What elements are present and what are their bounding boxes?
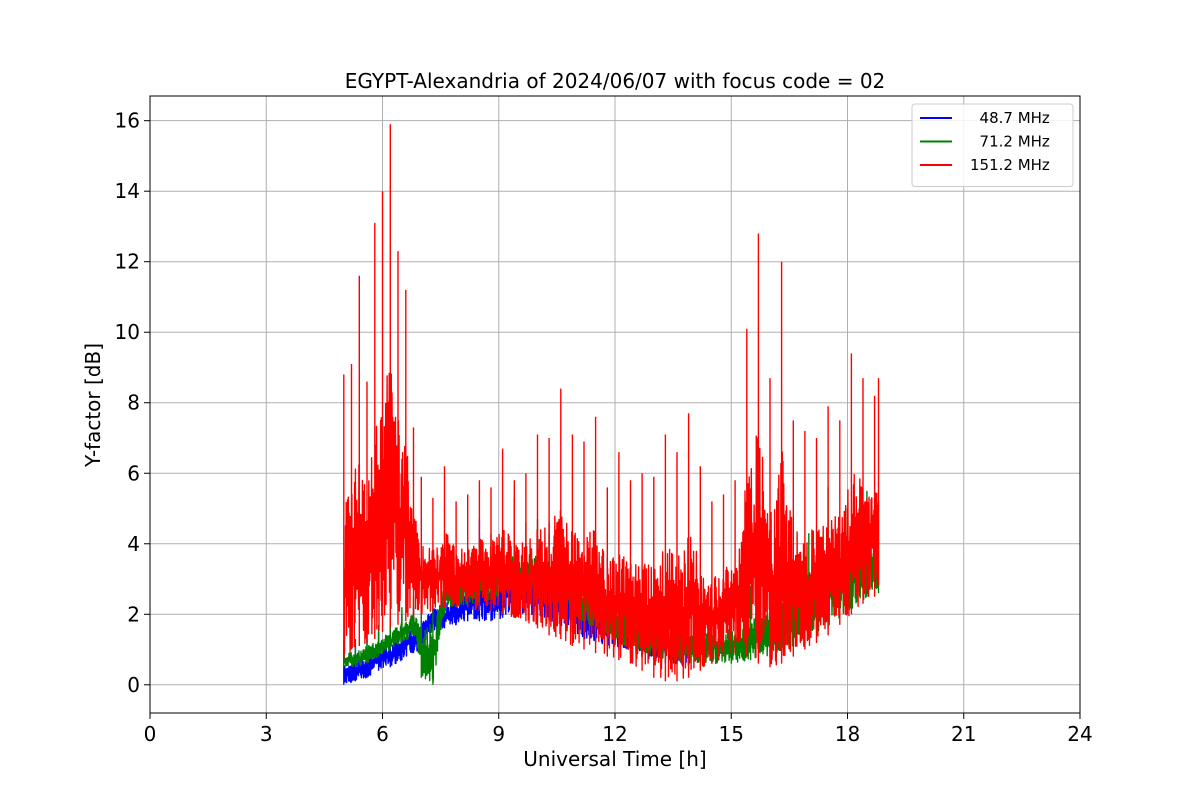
legend-box xyxy=(911,103,1074,187)
x-tick-label: 15 xyxy=(719,722,744,746)
y-tick-label: 12 xyxy=(115,250,140,274)
legend-label: 151.2 MHz xyxy=(970,156,1050,174)
y-tick-label: 10 xyxy=(115,320,140,344)
y-tick-label: 14 xyxy=(115,179,140,203)
legend-label: 48.7 MHz xyxy=(970,109,1050,127)
y-tick-label: 6 xyxy=(127,461,140,485)
legend-label: 71.2 MHz xyxy=(970,133,1050,151)
x-tick-label: 24 xyxy=(1067,722,1092,746)
x-tick-label: 9 xyxy=(492,722,505,746)
series-line xyxy=(343,124,880,682)
plot-series xyxy=(343,124,880,685)
x-tick-label: 21 xyxy=(951,722,976,746)
x-tick-label: 12 xyxy=(602,722,627,746)
chart-title: EGYPT-Alexandria of 2024/06/07 with focu… xyxy=(345,69,886,93)
y-tick-label: 0 xyxy=(127,673,140,697)
legend: 48.7 MHz 71.2 MHz 151.2 MHz xyxy=(911,103,1074,187)
x-axis-label: Universal Time [h] xyxy=(523,747,706,771)
y-axis-label: Y-factor [dB] xyxy=(81,343,105,468)
y-tick-label: 8 xyxy=(127,391,140,415)
x-tick-label: 0 xyxy=(144,722,157,746)
x-tick-label: 18 xyxy=(835,722,860,746)
x-tick-label: 3 xyxy=(260,722,273,746)
y-tick-label: 4 xyxy=(127,532,140,556)
y-tick-label: 16 xyxy=(115,109,140,133)
x-tick-label: 6 xyxy=(376,722,389,746)
y-tick-label: 2 xyxy=(127,602,140,626)
